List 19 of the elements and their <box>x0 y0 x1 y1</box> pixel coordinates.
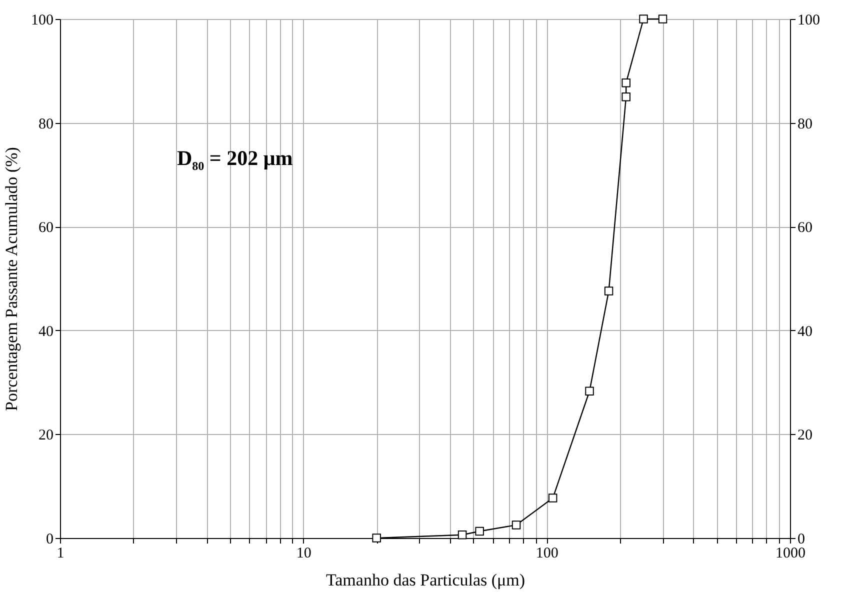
y-tick-label: 60 <box>38 220 54 236</box>
x-tick-label: 1000 <box>776 546 806 562</box>
x-tick-label: 100 <box>536 546 558 562</box>
y-axis-title: Porcentagem Passante Acumulado (%) <box>2 147 21 411</box>
y2-tick-label: 80 <box>798 116 812 132</box>
annotation: D$_{80}$ = 202 μm <box>177 146 293 174</box>
y-tick-label: 0 <box>46 532 54 548</box>
y2-tick-label: 0 <box>798 532 805 548</box>
x-tick-label: 1 <box>56 546 64 562</box>
y-tick-label: 40 <box>38 324 54 340</box>
y2-tick-label: 20 <box>798 428 812 444</box>
y-tick-label: 80 <box>38 116 54 132</box>
y-tick-label: 20 <box>38 428 54 444</box>
y2-tick-label: 40 <box>798 324 812 340</box>
x-axis-title: Tamanho das Particulas (μm) <box>326 570 526 590</box>
y2-tick-label: 60 <box>798 220 812 236</box>
y-tick-label: 100 <box>31 12 54 28</box>
x-tick-label: 10 <box>296 546 312 562</box>
y2-tick-label: 100 <box>798 12 820 28</box>
